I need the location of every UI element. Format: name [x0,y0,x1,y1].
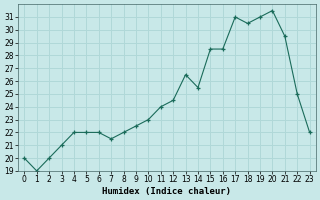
X-axis label: Humidex (Indice chaleur): Humidex (Indice chaleur) [102,187,231,196]
